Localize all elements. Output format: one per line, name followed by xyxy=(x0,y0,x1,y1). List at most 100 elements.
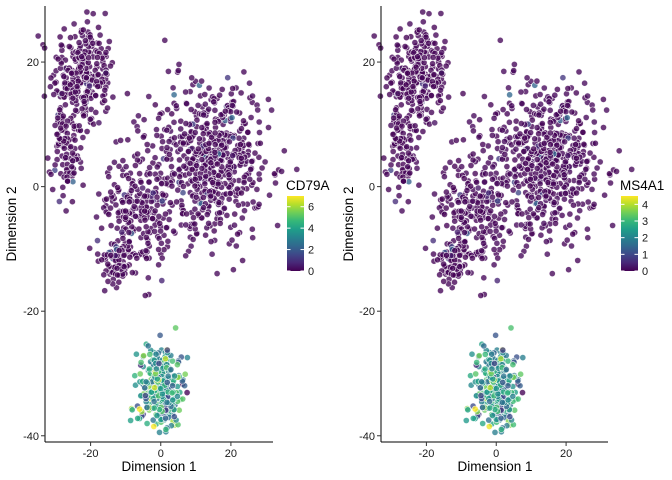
scatter-point xyxy=(547,129,554,137)
scatter-point xyxy=(477,216,484,224)
scatter-point xyxy=(141,192,149,200)
scatter-point xyxy=(457,207,465,215)
scatter-point xyxy=(120,263,128,271)
scatter-point xyxy=(158,277,166,284)
scatter-point xyxy=(556,204,564,212)
scatter-point xyxy=(540,219,548,227)
scatter-point xyxy=(102,49,110,56)
scatter-point xyxy=(494,197,502,205)
scatter-point xyxy=(475,133,483,141)
scatter-point xyxy=(389,148,397,155)
scatter-point xyxy=(75,39,83,46)
scatter-point xyxy=(421,82,429,90)
scatter-point xyxy=(526,182,534,190)
scatter-point xyxy=(547,141,554,148)
scatter-point xyxy=(177,125,185,133)
scatter-point xyxy=(101,287,109,295)
scatter-point xyxy=(164,372,172,380)
scatter-point xyxy=(156,331,164,339)
scatter-point xyxy=(517,370,524,378)
scatter-point xyxy=(143,254,150,262)
scatter-point xyxy=(234,201,242,209)
scatter-point xyxy=(493,239,501,247)
scatter-point xyxy=(74,77,82,85)
scatter-point xyxy=(480,239,487,247)
scatter-point xyxy=(520,147,528,155)
scatter-point xyxy=(412,63,420,71)
scatter-point xyxy=(550,180,557,188)
scatter-point xyxy=(489,163,497,171)
scatter-point xyxy=(249,198,257,206)
scatter-point xyxy=(157,227,164,235)
scatter-point xyxy=(428,213,436,221)
scatter-point xyxy=(181,130,188,138)
scatter-point xyxy=(425,10,433,18)
scatter-point xyxy=(158,254,166,262)
scatter-point xyxy=(481,365,489,373)
scatter-point xyxy=(94,237,101,244)
scatter-point xyxy=(581,175,589,183)
scatter-point xyxy=(151,154,159,162)
scatter-point xyxy=(157,385,165,392)
scatter-point xyxy=(187,106,195,113)
scatter-point xyxy=(476,116,483,124)
scatter-point xyxy=(107,251,115,259)
scatter-point xyxy=(519,389,526,396)
scatter-point xyxy=(546,119,554,126)
scatter-point xyxy=(448,201,455,209)
scatter-point xyxy=(249,92,256,100)
scatter-point xyxy=(66,81,74,89)
scatter-point xyxy=(517,120,525,127)
scatter-point xyxy=(533,124,541,131)
scatter-point xyxy=(422,244,429,252)
scatter-point xyxy=(157,239,165,247)
scatter-point xyxy=(225,138,233,146)
scatter-point xyxy=(461,253,469,261)
scatter-point xyxy=(203,120,211,127)
scatter-point xyxy=(240,68,248,76)
scatter-point xyxy=(502,366,510,373)
scatter-point xyxy=(454,198,462,206)
colorbar xyxy=(287,196,304,271)
scatter-point xyxy=(558,211,566,219)
scatter-point xyxy=(171,134,178,142)
scatter-point xyxy=(553,141,561,149)
scatter-point xyxy=(86,115,94,123)
scatter-point xyxy=(479,403,486,411)
scatter-point xyxy=(592,139,599,147)
scatter-point xyxy=(491,219,499,227)
scatter-point xyxy=(232,242,240,250)
scatter-point xyxy=(54,114,62,122)
scatter-point xyxy=(104,277,112,285)
scatter-point xyxy=(256,139,264,147)
scatter-point xyxy=(523,74,531,82)
scatter-point xyxy=(143,141,151,148)
scatter-point xyxy=(185,147,192,155)
scatter-point xyxy=(60,144,68,152)
scatter-point xyxy=(392,33,400,41)
scatter-point xyxy=(590,200,598,208)
scatter-point xyxy=(472,370,480,378)
scatter-point xyxy=(176,145,184,153)
scatter-point xyxy=(133,197,141,205)
scatter-point xyxy=(70,20,78,28)
scatter-point xyxy=(590,118,598,126)
y-axis-title: Dimension 2 xyxy=(4,186,19,261)
scatter-point xyxy=(137,358,145,366)
scatter-point xyxy=(533,156,541,163)
scatter-point xyxy=(576,207,584,215)
scatter-point xyxy=(536,180,544,188)
scatter-point xyxy=(451,217,459,225)
scatter-point xyxy=(264,96,272,103)
scatter-point xyxy=(168,389,176,397)
scatter-point xyxy=(49,186,57,193)
scatter-point xyxy=(498,144,506,151)
scatter-point xyxy=(482,170,489,178)
scatter-point xyxy=(163,346,171,354)
scatter-point xyxy=(455,157,462,164)
scatter-point xyxy=(225,171,233,179)
scatter-point xyxy=(89,10,97,18)
y-tick-label: 0 xyxy=(369,182,375,194)
